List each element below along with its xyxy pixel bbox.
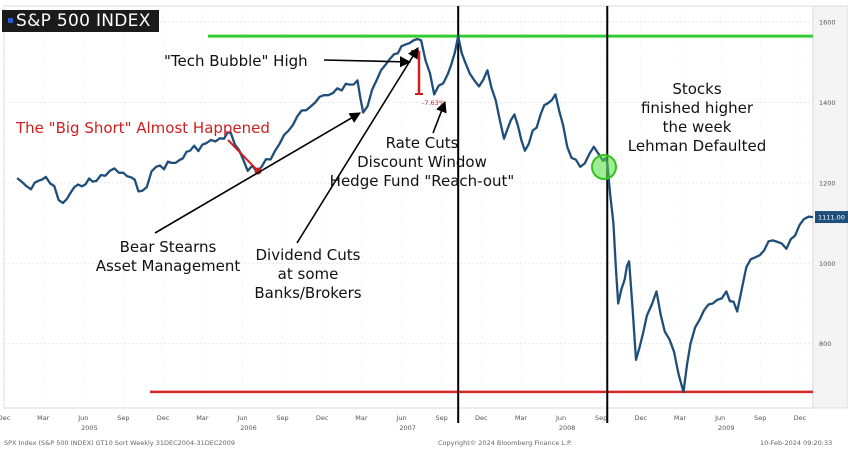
bear-stearns-line-1: Bear Stearns bbox=[119, 238, 217, 256]
big-short-marker-line bbox=[227, 139, 259, 172]
chart-title: S&P 500 INDEX bbox=[2, 10, 159, 32]
x-tick-label: Mar bbox=[196, 414, 209, 422]
x-tick-label: Sep bbox=[595, 414, 607, 422]
x-year-label: 2006 bbox=[240, 424, 257, 432]
x-tick-label: Sep bbox=[117, 414, 129, 422]
footer-date: 10-Feb-2024 09:20:33 bbox=[760, 439, 833, 447]
annotation-lehman: Stocks finished higher the week Lehman D… bbox=[622, 80, 772, 156]
bear-stearns-line-2: Asset Management bbox=[95, 257, 241, 275]
x-year-label: 2007 bbox=[399, 424, 416, 432]
dividend-cuts-line-3: Banks/Brokers bbox=[254, 284, 362, 302]
arrow-bear-stearns bbox=[154, 112, 361, 234]
rate-cuts-line-3: Hedge Fund "Reach-out" bbox=[329, 172, 515, 190]
drawdown-label: -7.63% bbox=[422, 99, 445, 107]
dividend-cuts-line-2: at some bbox=[277, 265, 339, 283]
x-tick-label: Jun bbox=[236, 414, 247, 422]
x-tick-label: Sep bbox=[754, 414, 766, 422]
rate-cuts-line-2: Discount Window bbox=[357, 153, 487, 171]
x-tick-label: Dec bbox=[0, 414, 11, 422]
x-tick-label: Jun bbox=[395, 414, 406, 422]
y-tick-label: 1400 bbox=[819, 99, 836, 107]
arrow-tech-bubble bbox=[323, 56, 412, 68]
lehman-line-4: Lehman Defaulted bbox=[627, 137, 767, 155]
annotation-tech-bubble: "Tech Bubble" High bbox=[164, 52, 308, 70]
chart-title-text: S&P 500 INDEX bbox=[16, 11, 151, 31]
x-tick-label: Sep bbox=[435, 414, 447, 422]
rate-cuts-line-1: Rate Cuts bbox=[385, 134, 459, 152]
sp500-price-line bbox=[16, 34, 814, 394]
lehman-line-1: Stocks bbox=[672, 80, 722, 98]
x-tick-label: Mar bbox=[37, 414, 50, 422]
annotation-dividend-cuts: Dividend Cuts at some Banks/Brokers bbox=[243, 246, 373, 303]
y-tick-label: 800 bbox=[819, 340, 831, 348]
big-short-marker-dot bbox=[254, 167, 262, 175]
x-tick-label: Jun bbox=[77, 414, 88, 422]
x-tick-label: Sep bbox=[276, 414, 288, 422]
footer-copyright: Copyright© 2024 Bloomberg Finance L.P. bbox=[438, 439, 572, 447]
x-tick-label: Mar bbox=[355, 414, 368, 422]
arrow-dividend-cuts bbox=[296, 47, 419, 244]
footer-source: SPX Index (S&P 500 INDEX) GT10 Sort Week… bbox=[4, 439, 235, 447]
lehman-line-2: finished higher bbox=[640, 99, 754, 117]
x-tick-label: Mar bbox=[674, 414, 687, 422]
annotation-rate-cuts: Rate Cuts Discount Window Hedge Fund "Re… bbox=[322, 134, 522, 191]
y-tick-label: 1200 bbox=[819, 179, 836, 187]
x-year-label: 2005 bbox=[81, 424, 98, 432]
last-value-label: 1111.00 bbox=[818, 214, 845, 222]
last-value-tag bbox=[815, 211, 848, 224]
arrow-rate-cuts bbox=[432, 100, 447, 134]
x-tick-label: Jun bbox=[555, 414, 566, 422]
x-tick-label: Mar bbox=[515, 414, 528, 422]
x-year-label: 2008 bbox=[559, 424, 576, 432]
x-tick-label: Jun bbox=[714, 414, 725, 422]
dividend-cuts-line-1: Dividend Cuts bbox=[255, 246, 361, 264]
lehman-highlight-circle bbox=[591, 154, 617, 180]
lehman-line-3: the week bbox=[662, 118, 732, 136]
x-tick-label: Dec bbox=[157, 414, 170, 422]
y-tick-label: 1600 bbox=[819, 19, 836, 27]
annotation-big-short: The "Big Short" Almost Happened bbox=[16, 119, 270, 137]
annotation-bear-stearns: Bear Stearns Asset Management bbox=[88, 238, 248, 276]
x-tick-label: Dec bbox=[475, 414, 488, 422]
x-tick-label: Dec bbox=[635, 414, 648, 422]
y-tick-label: 1000 bbox=[819, 260, 836, 268]
x-tick-label: Dec bbox=[316, 414, 329, 422]
y-axis-panel bbox=[812, 5, 848, 409]
x-year-label: 2009 bbox=[718, 424, 735, 432]
x-tick-label: Dec bbox=[794, 414, 807, 422]
plot-area bbox=[3, 5, 814, 409]
series-marker-icon bbox=[8, 17, 13, 23]
